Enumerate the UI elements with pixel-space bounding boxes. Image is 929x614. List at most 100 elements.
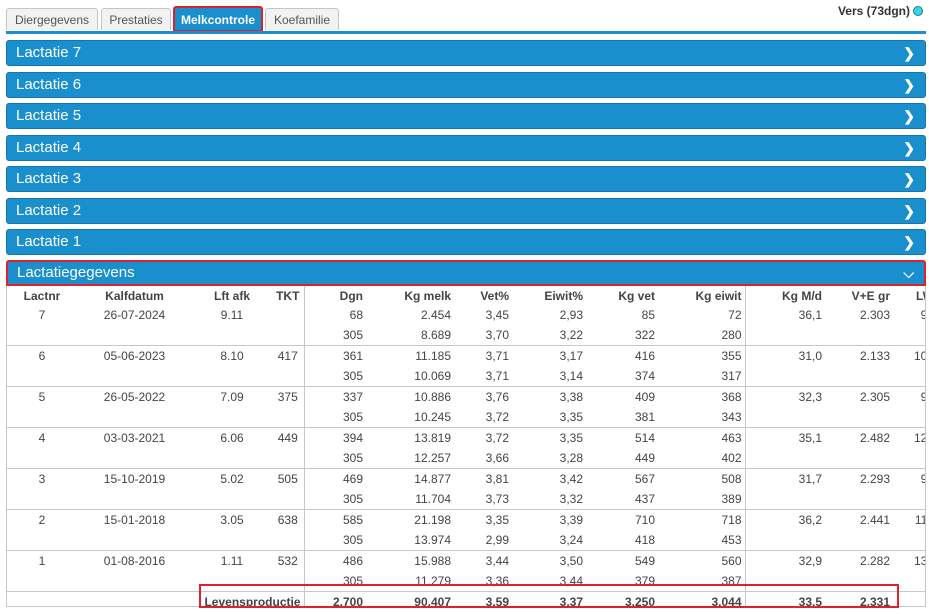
table-cell: 305 — [303, 530, 366, 551]
col-header[interactable]: Lft afk — [214, 288, 250, 303]
table-row-305[interactable]: 305 12.257 3,66 3,28 449 402 — [7, 448, 925, 469]
total-cell: 3.044 — [658, 591, 745, 606]
table-row[interactable]: 1 01-08-2016 1.11 532 486 15.988 3,44 3,50 549 56… — [7, 550, 925, 571]
accordion-lactatie-6[interactable]: Lactatie 6 ❯ — [6, 72, 926, 98]
table-cell: 3,72 — [485, 410, 509, 424]
table-row-305[interactable]: 305 8.689 3,70 3,22 322 280 — [7, 325, 925, 346]
table-cell: 463 — [658, 427, 745, 448]
col-header[interactable]: V+E gr — [851, 288, 890, 303]
table-cell: 3,44 — [559, 574, 583, 588]
table-cell: 402 — [721, 451, 742, 465]
table-cell-empty — [744, 366, 825, 387]
accordion-lactatie-3[interactable]: Lactatie 3 ❯ — [6, 166, 926, 192]
table-cell-empty — [192, 489, 272, 510]
table-cell: 3,71 — [454, 345, 512, 366]
col-header[interactable]: Kg M/d — [744, 286, 825, 305]
table-cell: 416 — [586, 345, 658, 366]
chevron-right-icon: ❯ — [903, 203, 915, 219]
table-row-305[interactable]: 305 10.245 3,72 3,35 381 343 — [7, 407, 925, 428]
accordion-label: Lactatiegegevens — [17, 264, 135, 281]
col-header[interactable]: Kg vet — [618, 288, 655, 303]
table-cell: 2 — [7, 509, 77, 530]
table-row[interactable]: 6 05-06-2023 8.10 417 361 11.185 3,71 3,17 416 35… — [7, 345, 925, 366]
table-cell-empty — [77, 366, 192, 387]
table-cell-empty — [825, 489, 893, 510]
table-cell-empty — [7, 530, 77, 551]
table-cell: 3,50 — [512, 550, 586, 571]
accordion-lactatie-5[interactable]: Lactatie 5 ❯ — [6, 103, 926, 129]
table-cell: 7.09 — [192, 386, 272, 407]
table-cell: 6.06 — [192, 427, 272, 448]
table-row-305[interactable]: 305 10.069 3,71 3,14 374 317 — [7, 366, 925, 387]
col-header[interactable]: Kg melk — [404, 288, 451, 303]
table-cell: 280 — [721, 328, 742, 342]
tab-diergegevens[interactable]: Diergegevens — [6, 8, 98, 30]
tab-koefamilie[interactable]: Koefamilie — [265, 8, 339, 30]
table-cell: 449 — [272, 427, 304, 448]
table-row[interactable]: 5 26-05-2022 7.09 375 337 10.886 3,76 3,38 409 36… — [7, 386, 925, 407]
table-cell: 31,0 — [744, 345, 825, 366]
chevron-right-icon: ❯ — [903, 234, 915, 250]
table-cell: 68 — [303, 305, 366, 325]
table-cell: 381 — [634, 410, 655, 424]
table-row-305[interactable]: 305 11.279 3,36 3,44 379 387 — [7, 571, 925, 592]
table-cell-empty — [272, 571, 304, 592]
table-cell-empty — [893, 591, 925, 606]
table-cell: 72 — [728, 308, 742, 322]
table-cell-empty — [77, 407, 192, 428]
col-header[interactable]: Kalfdatum — [105, 288, 164, 303]
table-cell: 11.279 — [415, 574, 451, 588]
table-cell-empty — [893, 366, 925, 387]
accordion-label: Lactatie 5 — [16, 107, 82, 124]
table-row[interactable]: 2 15-01-2018 3.05 638 585 21.198 3,35 3,39 710 71… — [7, 509, 925, 530]
table-cell: 387 — [721, 574, 742, 588]
table-row-305[interactable]: 305 13.974 2,99 3,24 418 453 — [7, 530, 925, 551]
table-cell: 2.454 — [420, 308, 451, 322]
accordion-lactatie-1[interactable]: Lactatie 1 ❯ — [6, 229, 926, 255]
accordion-lactatiegegevens[interactable]: Lactatiegegevens ⌵ — [6, 260, 926, 286]
chevron-right-icon: ❯ — [903, 108, 915, 124]
col-header[interactable]: TKT — [276, 288, 300, 303]
table-cell: 8.689 — [420, 328, 451, 342]
table-cell: 3,66 — [485, 451, 509, 465]
table-cell: 11.185 — [366, 345, 454, 366]
table-row[interactable]: 4 03-03-2021 6.06 449 394 13.819 3,72 3,35 514 46… — [7, 427, 925, 448]
table-cell: 15-10-2019 — [77, 468, 192, 489]
col-header[interactable]: Lactnr — [23, 288, 61, 303]
col-header[interactable]: Dgn — [303, 286, 366, 305]
table-row[interactable]: 3 15-10-2019 5.02 505 469 14.877 3,81 3,42 567 50… — [7, 468, 925, 489]
col-header[interactable]: Eiwit% — [544, 288, 583, 303]
table-cell: 469 — [303, 468, 366, 489]
table-cell-empty — [192, 407, 272, 428]
table-cell: 6 — [7, 345, 77, 366]
table-cell: 560 — [658, 550, 745, 571]
table-cell-empty — [744, 530, 825, 551]
table-cell-empty — [77, 325, 192, 346]
table-cell-empty — [893, 407, 925, 428]
table-row[interactable]: 7 26-07-2024 9.11 68 2.454 3,45 2,93 85 72 36,1 2.… — [7, 305, 925, 325]
col-header[interactable]: LW — [916, 288, 925, 303]
table-cell: 322 — [634, 328, 655, 342]
accordion-lactatie-2[interactable]: Lactatie 2 ❯ — [6, 198, 926, 224]
col-header[interactable]: Vet% — [480, 288, 509, 303]
table-cell-empty — [192, 366, 272, 387]
table-cell: 305 — [303, 571, 366, 592]
total-cell: 3,37 — [512, 591, 586, 606]
table-cell: 418 — [634, 533, 655, 547]
table-cell-empty — [893, 530, 925, 551]
accordion-lactatie-7[interactable]: Lactatie 7 ❯ — [6, 40, 926, 66]
table-cell: 3,72 — [454, 427, 512, 448]
tab-melkcontrole[interactable]: Melkcontrole — [173, 6, 263, 32]
col-header[interactable]: Kg eiwit — [695, 288, 742, 303]
table-row-305[interactable]: 305 11.704 3,73 3,32 437 389 — [7, 489, 925, 510]
table-cell: 21.198 — [366, 509, 454, 530]
table-cell-empty — [825, 325, 893, 346]
status-text: Vers (73dgn) — [837, 4, 910, 18]
tab-prestaties[interactable]: Prestaties — [101, 8, 171, 30]
table-cell-empty — [7, 489, 77, 510]
table-cell: 505 — [272, 468, 304, 489]
table-cell: 3,38 — [512, 386, 586, 407]
table-cell-empty — [825, 366, 893, 387]
table-cell-empty — [825, 530, 893, 551]
accordion-lactatie-4[interactable]: Lactatie 4 ❯ — [6, 135, 926, 161]
